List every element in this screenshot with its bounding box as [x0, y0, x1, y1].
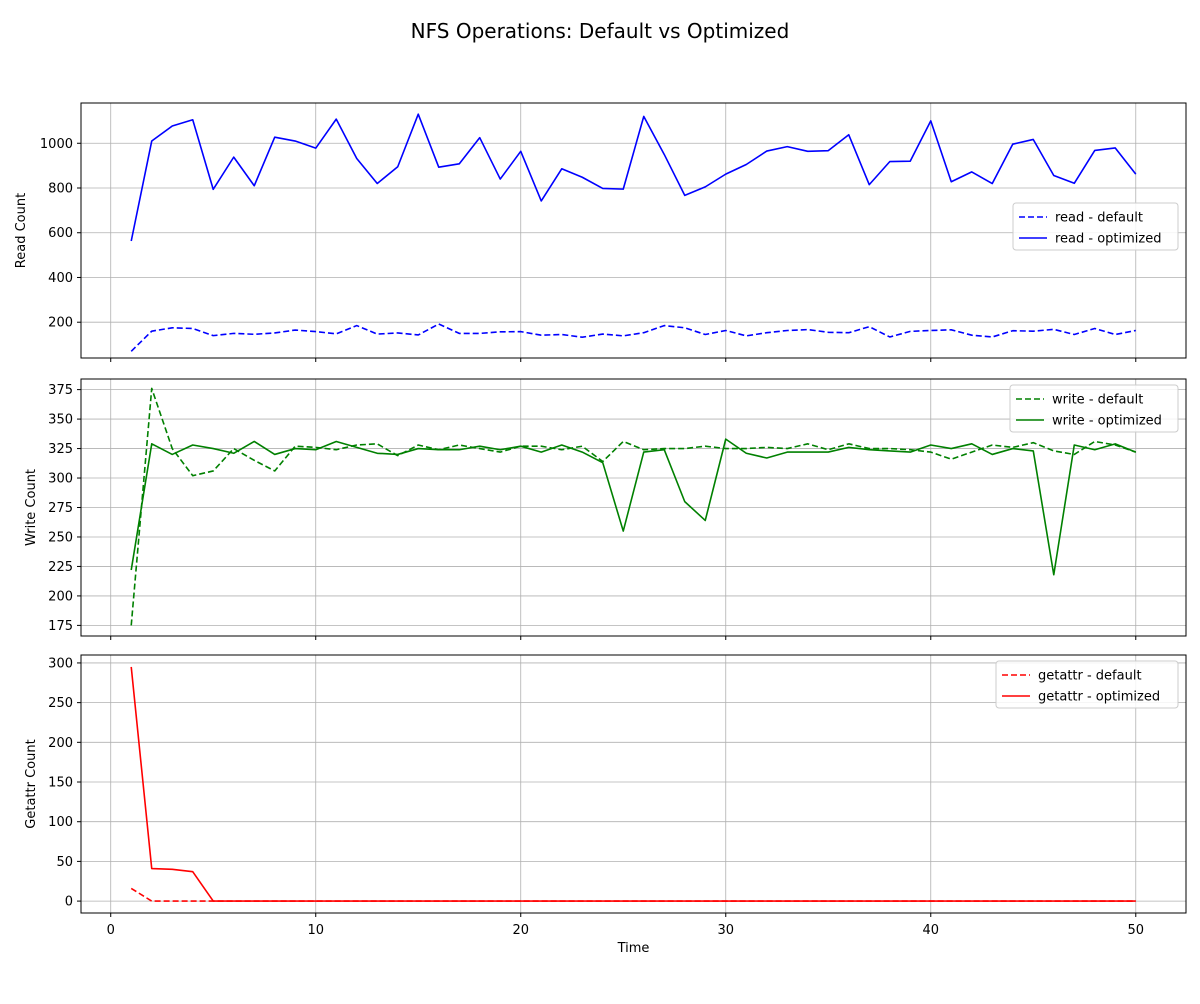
- panel-3: 0 50 100 150 200 250 300 0 10 20 30 40 50 Getattr Cou…: [24, 654, 1187, 956]
- y-tick-label: 50: [56, 855, 73, 870]
- y-tick-label: 150: [48, 776, 73, 791]
- legend-box: [995, 660, 1179, 709]
- x-tick-label: 20: [512, 923, 529, 938]
- y-tick-label: 175: [48, 619, 73, 634]
- legend-label: getattr - optimized: [1038, 690, 1160, 705]
- y-tick-label: 200: [48, 316, 73, 331]
- y-tick-label: 375: [48, 383, 73, 398]
- series-line-getattr-default: [130, 887, 1136, 902]
- series-line-read-optimized: [130, 113, 1137, 242]
- x-tick-label: 30: [717, 923, 734, 938]
- y-tick-label: 600: [48, 226, 73, 241]
- axes-frame: [80, 654, 1187, 914]
- legend: read - default read - optimized: [1012, 202, 1179, 251]
- legend-label: write - default: [1052, 393, 1143, 408]
- y-tick-label: 300: [48, 472, 73, 487]
- y-tick-label: 400: [48, 271, 73, 286]
- y-axis-label: Getattr Count: [24, 739, 39, 828]
- y-tick-label: 250: [48, 530, 73, 545]
- legend: write - default write - optimized: [1009, 384, 1179, 433]
- x-tick-label: 50: [1127, 923, 1144, 938]
- series-line-write-default: [130, 387, 1137, 626]
- legend-label: read - default: [1055, 211, 1143, 226]
- y-tick-label: 250: [48, 696, 73, 711]
- y-tick-label: 325: [48, 442, 73, 457]
- legend-label: read - optimized: [1055, 232, 1162, 247]
- panel-1: 200 400 600 800 1000 Read Count read - default…: [14, 102, 1187, 362]
- y-tick-label: 300: [48, 656, 73, 671]
- series-line-getattr-optimized: [130, 666, 1136, 902]
- series-line-read-default: [130, 323, 1136, 352]
- y-tick-label: 0: [65, 895, 73, 910]
- y-tick-label: 800: [48, 182, 73, 197]
- axes-frame: [80, 102, 1187, 359]
- x-tick-label: 0: [107, 923, 115, 938]
- y-tick-label: 225: [48, 560, 73, 575]
- x-tick-label: 10: [307, 923, 324, 938]
- y-tick-label: 275: [48, 501, 73, 516]
- legend-box: [1009, 384, 1179, 433]
- figure-title: NFS Operations: Default vs Optimized: [411, 19, 790, 43]
- panel-2: 175 200 225 250 275 300 325 350 375 Write Count wr…: [24, 378, 1187, 640]
- y-tick-label: 200: [48, 589, 73, 604]
- y-tick-label: 200: [48, 736, 73, 751]
- y-tick-label: 1000: [40, 137, 73, 152]
- legend-box: [1012, 202, 1179, 251]
- x-axis-label: Time: [617, 941, 650, 956]
- legend-label: write - optimized: [1052, 414, 1162, 429]
- y-axis-label: Write Count: [24, 469, 39, 546]
- legend: getattr - default getattr - optimized: [995, 660, 1179, 709]
- y-tick-label: 350: [48, 413, 73, 428]
- series-line-write-optimized: [130, 438, 1137, 576]
- legend-label: getattr - default: [1038, 669, 1142, 684]
- y-tick-label: 100: [48, 815, 73, 830]
- x-tick-label: 40: [922, 923, 939, 938]
- y-axis-label: Read Count: [14, 193, 29, 268]
